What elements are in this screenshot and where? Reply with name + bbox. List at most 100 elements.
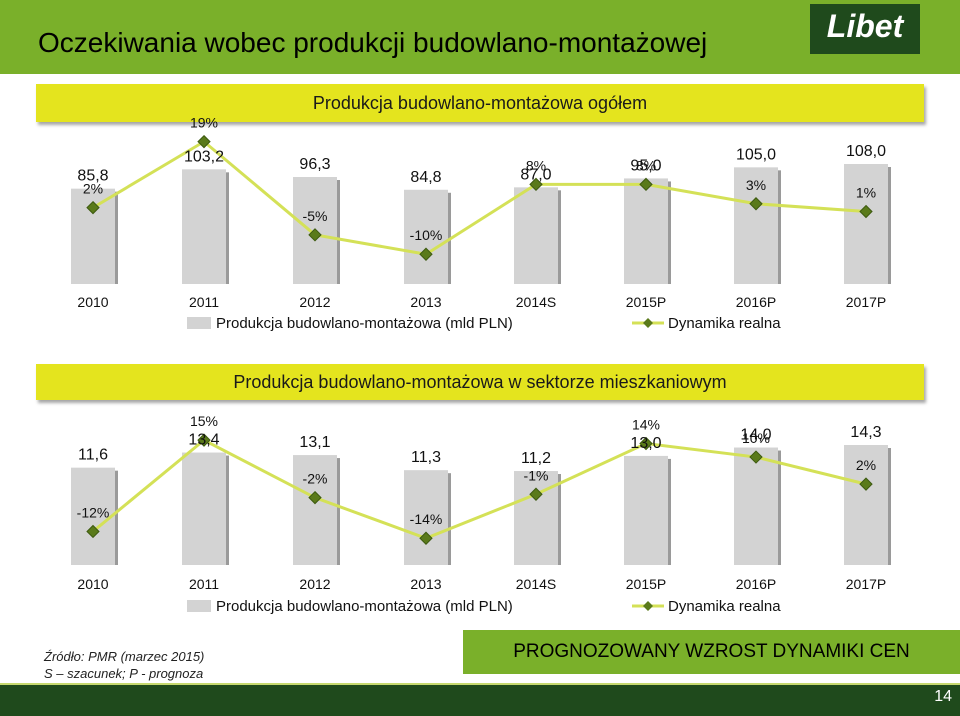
chart-1-title-banner: Produkcja budowlano-montażowa ogółem bbox=[36, 84, 924, 122]
legend-label-bars: Produkcja budowlano-montażowa (mld PLN) bbox=[216, 598, 513, 615]
line-data-label: -1% bbox=[524, 467, 549, 483]
bar bbox=[624, 178, 668, 284]
bar-shadow bbox=[115, 470, 118, 565]
line-point bbox=[529, 177, 543, 192]
bar bbox=[734, 167, 778, 284]
source-line: Źródło: PMR (marzec 2015) bbox=[44, 649, 205, 664]
bar-shadow bbox=[778, 450, 781, 565]
line-data-label: -14% bbox=[410, 511, 443, 527]
bar-data-label: 96,3 bbox=[299, 156, 330, 173]
line-data-label: 2% bbox=[856, 457, 876, 473]
bar-shadow bbox=[558, 190, 561, 284]
line-point bbox=[86, 200, 100, 215]
bar-shadow bbox=[337, 180, 340, 284]
bar bbox=[293, 455, 337, 565]
line-data-label: 19% bbox=[190, 115, 218, 131]
x-tick-label: 2015P bbox=[626, 576, 666, 592]
x-tick-label: 2012 bbox=[299, 294, 330, 310]
bar bbox=[514, 187, 558, 284]
bar-shadow bbox=[337, 458, 340, 565]
line-data-label: 8% bbox=[526, 157, 546, 173]
bar bbox=[844, 445, 888, 565]
line-data-label: 3% bbox=[746, 177, 766, 193]
x-tick-label: 2013 bbox=[410, 294, 441, 310]
line-data-label: -2% bbox=[303, 471, 328, 487]
line-data-label: 10% bbox=[742, 430, 770, 446]
legend-note: S – szacunek; P - prognoza bbox=[44, 666, 204, 681]
x-tick-label: 2012 bbox=[299, 576, 330, 592]
line-point bbox=[529, 487, 543, 501]
page-title: Oczekiwania wobec produkcji budowlano-mo… bbox=[38, 27, 708, 58]
line-point bbox=[859, 477, 873, 491]
legend-label-bars: Produkcja budowlano-montażowa (mld PLN) bbox=[216, 315, 513, 332]
bar bbox=[404, 470, 448, 565]
bar bbox=[182, 169, 226, 284]
x-tick-label: 2011 bbox=[189, 294, 219, 310]
bar bbox=[514, 471, 558, 565]
series-line bbox=[92, 438, 867, 540]
bar-shadow bbox=[115, 191, 118, 284]
bar bbox=[624, 455, 668, 565]
x-tick-label: 2017P bbox=[846, 294, 886, 310]
bar-data-label: 11,3 bbox=[411, 449, 441, 466]
line-point bbox=[859, 204, 873, 219]
legend-label-line: Dynamika realna bbox=[668, 598, 781, 615]
bar-data-label: 103,2 bbox=[184, 148, 224, 165]
bar bbox=[844, 164, 888, 284]
line-point bbox=[639, 436, 653, 451]
x-tick-label: 2016P bbox=[736, 294, 776, 310]
line-point bbox=[308, 228, 322, 242]
line-data-label: 2% bbox=[83, 181, 103, 197]
page-number: 14 bbox=[934, 688, 952, 705]
footer-bar bbox=[0, 685, 960, 716]
line-point bbox=[749, 197, 763, 211]
x-tick-label: 2016P bbox=[736, 576, 776, 592]
bar-data-label: 14,3 bbox=[850, 424, 881, 441]
bar-data-label: 95,0 bbox=[630, 157, 661, 174]
line-point bbox=[749, 450, 763, 464]
legend-marker bbox=[643, 318, 653, 328]
legend-label-line: Dynamika realna bbox=[668, 315, 781, 332]
bar-shadow bbox=[668, 181, 671, 284]
x-tick-label: 2015P bbox=[626, 294, 666, 310]
logo-text: Libet bbox=[826, 8, 904, 44]
line-point bbox=[197, 433, 211, 447]
bar-data-label: 13,0 bbox=[630, 435, 661, 452]
bar bbox=[71, 467, 115, 565]
x-tick-label: 2017P bbox=[846, 576, 886, 592]
x-tick-label: 2010 bbox=[77, 576, 108, 592]
bar bbox=[734, 447, 778, 565]
bar-shadow bbox=[226, 172, 229, 284]
line-data-label: 8% bbox=[636, 157, 656, 173]
line-point bbox=[86, 524, 100, 539]
line-data-label: 1% bbox=[856, 185, 876, 201]
bar-shadow bbox=[888, 448, 891, 565]
line-point bbox=[419, 531, 433, 545]
line-point bbox=[419, 247, 433, 261]
line-data-label: -10% bbox=[410, 227, 443, 243]
bar-data-label: 84,8 bbox=[410, 169, 441, 186]
bar bbox=[182, 452, 226, 565]
bar-data-label: 14,0 bbox=[740, 427, 771, 444]
line-point bbox=[639, 177, 653, 192]
line-data-label: -12% bbox=[77, 504, 110, 520]
bar-data-label: 105,0 bbox=[736, 146, 776, 163]
x-tick-label: 2010 bbox=[77, 294, 108, 310]
legend-swatch-bars bbox=[187, 317, 211, 329]
line-data-label: -5% bbox=[303, 208, 328, 224]
bar-data-label: 13,1 bbox=[299, 434, 330, 451]
bar bbox=[404, 189, 448, 284]
bar-data-label: 11,6 bbox=[78, 447, 108, 464]
bar-data-label: 85,8 bbox=[77, 168, 108, 185]
source-note: Źródło: PMR (marzec 2015) S – szacunek; … bbox=[44, 648, 204, 682]
line-point bbox=[197, 134, 211, 149]
bar-shadow bbox=[448, 473, 451, 565]
footer-stripe bbox=[0, 683, 960, 686]
header-bar bbox=[0, 0, 960, 74]
x-tick-label: 2014S bbox=[516, 576, 556, 592]
bar-shadow bbox=[888, 167, 891, 284]
bar-shadow bbox=[668, 458, 671, 565]
chart-2-title-banner: Produkcja budowlano-montażowa w sektorze… bbox=[36, 364, 924, 400]
line-point bbox=[308, 490, 322, 505]
